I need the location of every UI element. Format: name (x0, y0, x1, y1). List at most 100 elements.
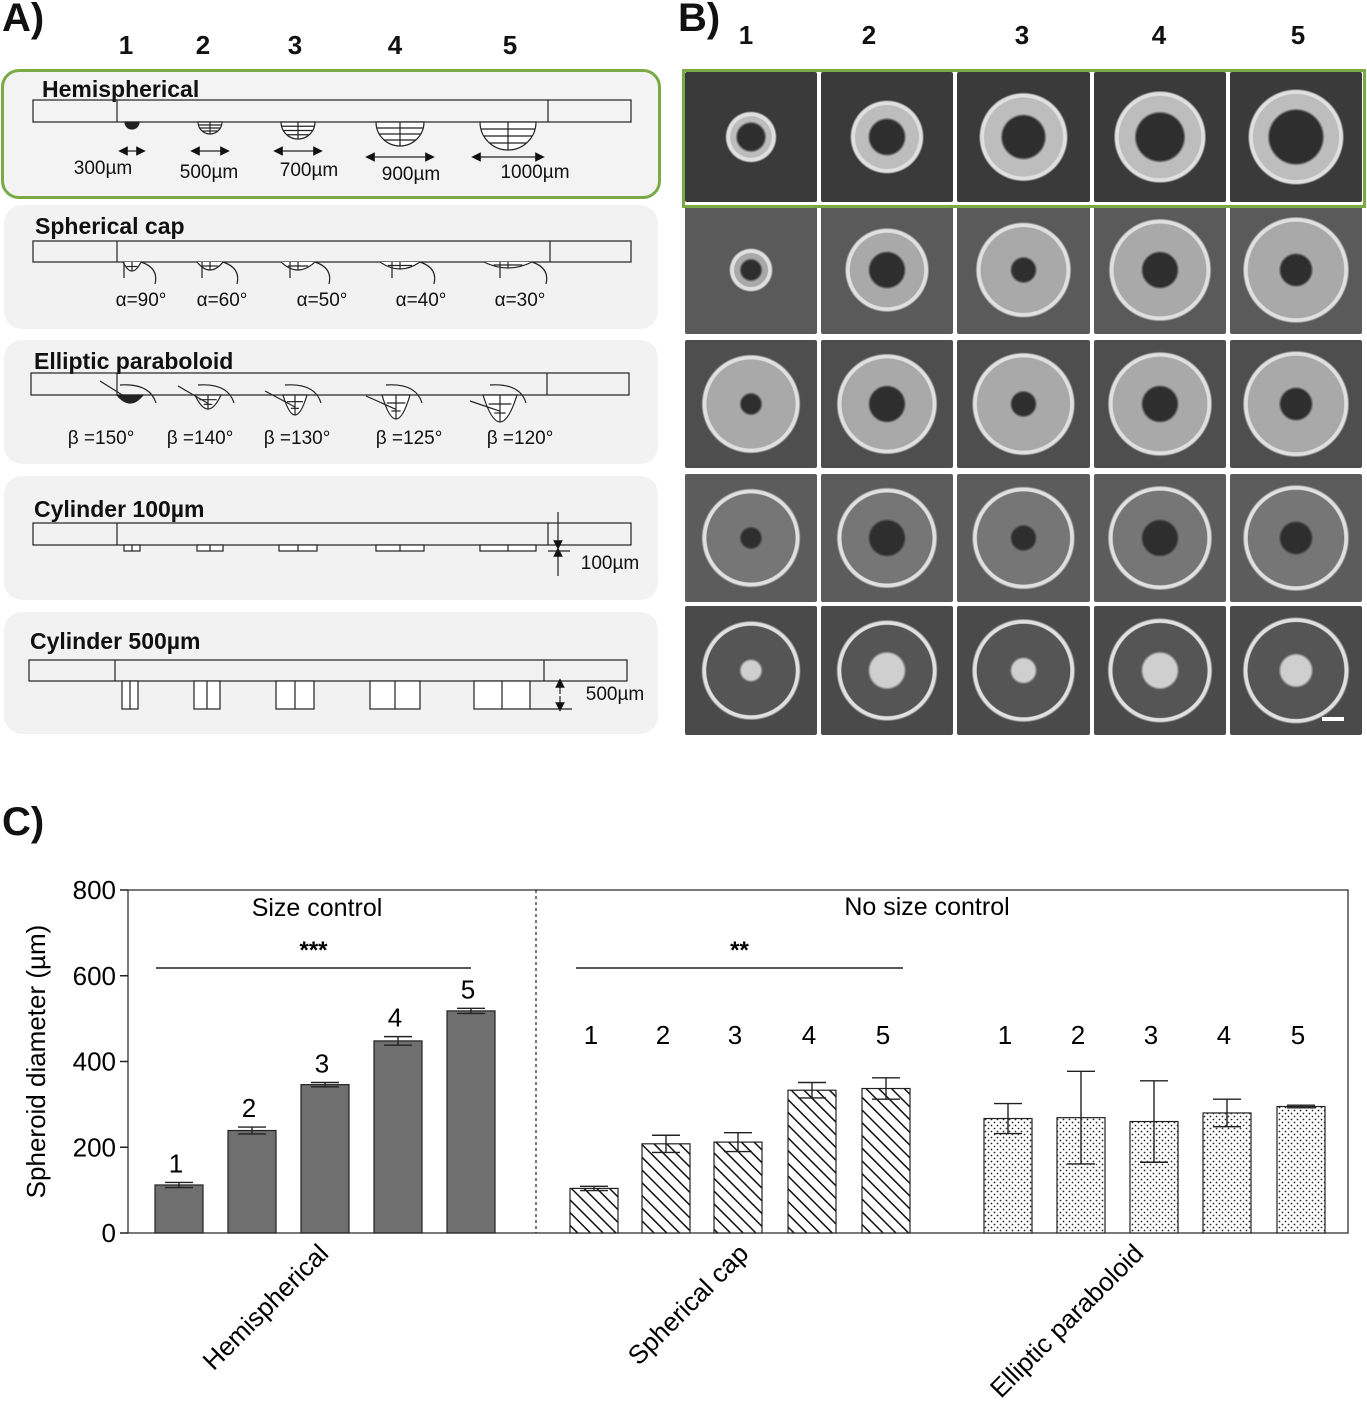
micrograph-tile (821, 206, 953, 334)
group-label: Hemispherical (197, 1238, 335, 1376)
micrograph-tile (1094, 606, 1226, 735)
micrograph-tile (685, 340, 817, 468)
bar (300, 1084, 350, 1234)
bar (373, 1040, 423, 1234)
spherical-cap-angle-label: α=40° (395, 290, 447, 311)
panel-b-label: B) (678, 0, 721, 40)
group-label: Spherical cap (622, 1238, 755, 1371)
micrograph-tile (957, 340, 1090, 468)
y-tick-label: 0 (102, 1218, 116, 1248)
elliptic-paraboloid-angle-label: β =140° (166, 428, 234, 449)
cylinder-100-box: Cylinder 100µm (4, 476, 658, 600)
bar-number-label: 2 (242, 1093, 256, 1123)
panel-c-label: C) (2, 800, 45, 844)
hemispherical-diameter-label: 500µm (179, 162, 239, 183)
micrograph-tile (1230, 340, 1362, 468)
bar (446, 1010, 496, 1234)
box-title-cylinder-100: Cylinder 100µm (34, 496, 205, 522)
scale-bar (1322, 717, 1344, 721)
column-number-b: 5 (1290, 20, 1306, 50)
bar-number-label: 4 (802, 1020, 816, 1050)
cylinder-500-depth-label: 500µm (585, 684, 645, 705)
bar-number-label: 3 (728, 1020, 742, 1050)
bar-number-label: 2 (1071, 1020, 1085, 1050)
bar-number-label: 3 (315, 1049, 329, 1079)
panel-a-label: A) (2, 0, 45, 40)
elliptic-paraboloid-angle-label: β =125° (375, 428, 443, 449)
angle-arc (284, 384, 322, 404)
bar-number-label: 4 (388, 1003, 402, 1033)
elliptic-paraboloid-angle-label: β =150° (67, 428, 135, 449)
hemispherical-box: Hemispherical (1, 69, 661, 199)
bar-number-label: 5 (1291, 1020, 1305, 1050)
column-number-b: 1 (738, 20, 754, 50)
column-number-a: 5 (502, 30, 518, 60)
hemispherical-diameter-label: 900µm (381, 164, 441, 185)
box-title-hemispherical: Hemispherical (42, 76, 200, 102)
column-number-b: 4 (1151, 20, 1167, 50)
significance-stars: ** (730, 937, 749, 964)
spherical-cap-angle-label: α=30° (494, 290, 546, 311)
angle-arc (489, 384, 527, 404)
y-axis-label: Spheroid diameter (µm) (21, 925, 51, 1199)
hemispherical-diameter-label: 1000µm (500, 162, 570, 183)
angle-marker (469, 400, 501, 412)
micrograph-tile (821, 72, 953, 202)
spherical-cap-angle-label: α=50° (296, 290, 348, 311)
elliptic-paraboloid-box: Elliptic paraboloid (4, 340, 658, 464)
box-title-elliptic-paraboloid: Elliptic paraboloid (34, 348, 234, 374)
micrograph-tile (1230, 72, 1362, 202)
box-title-spherical-cap: Spherical cap (35, 213, 185, 239)
y-tick-label: 200 (73, 1132, 116, 1162)
bar (983, 1117, 1033, 1234)
hemispherical-plate (32, 99, 632, 123)
micrograph-tile (957, 606, 1090, 735)
significance-stars: *** (299, 937, 328, 964)
spherical-cap-angle-label: α=60° (196, 290, 248, 311)
micrograph-tile (1094, 206, 1226, 334)
bar-number-label: 3 (1144, 1020, 1158, 1050)
spheroid-diameter-chart: 0 200 400 600 800 Spheroid diameter (µm) Size … (21, 875, 1349, 1403)
bar (227, 1129, 277, 1234)
angle-arc (197, 384, 235, 404)
bar-number-label: 2 (656, 1020, 670, 1050)
micrograph-tile (821, 340, 953, 468)
y-tick-label: 400 (73, 1047, 116, 1077)
bar-number-label: 1 (169, 1148, 183, 1178)
micrograph-tile (1230, 206, 1362, 334)
angle-marker (177, 385, 209, 404)
box-title-cylinder-500: Cylinder 500µm (30, 628, 201, 654)
column-number-a: 4 (387, 30, 403, 60)
cylinder-100-plate (32, 522, 632, 546)
y-tick-label: 800 (73, 875, 116, 905)
column-number-a: 1 (118, 30, 134, 60)
micrograph-tile (821, 606, 953, 735)
angle-marker (499, 261, 548, 285)
micrograph-tile (1230, 474, 1362, 602)
elliptic-paraboloid-plate (30, 372, 630, 396)
micrograph-tile (1094, 72, 1226, 202)
micrograph-tile (685, 606, 817, 735)
cylinder-100-depth-label: 100µm (580, 553, 640, 574)
cylinder-500-plate (28, 659, 628, 682)
angle-arc (385, 384, 423, 404)
spherical-cap-angle-label: α=90° (115, 290, 167, 311)
column-number-b: 2 (861, 20, 877, 50)
region-label-size-control: Size control (252, 894, 383, 922)
angle-marker (289, 261, 331, 285)
micrograph-tile (957, 72, 1090, 202)
y-tick-label: 600 (73, 961, 116, 991)
angle-marker (123, 261, 157, 285)
bar (861, 1087, 911, 1234)
micrograph-highlight-frame (682, 69, 1366, 208)
bar-number-label: 5 (876, 1020, 890, 1050)
bar-number-label: 4 (1217, 1020, 1231, 1050)
panel-a-schematics (28, 99, 632, 712)
bar (1276, 1105, 1326, 1234)
angle-marker (201, 261, 239, 285)
bar-number-label: 1 (584, 1020, 598, 1050)
bar (569, 1187, 619, 1234)
column-number-a: 2 (195, 30, 211, 60)
hemispherical-diameter-label: 700µm (279, 160, 339, 181)
elliptic-paraboloid-angle-label: β =120° (486, 428, 554, 449)
